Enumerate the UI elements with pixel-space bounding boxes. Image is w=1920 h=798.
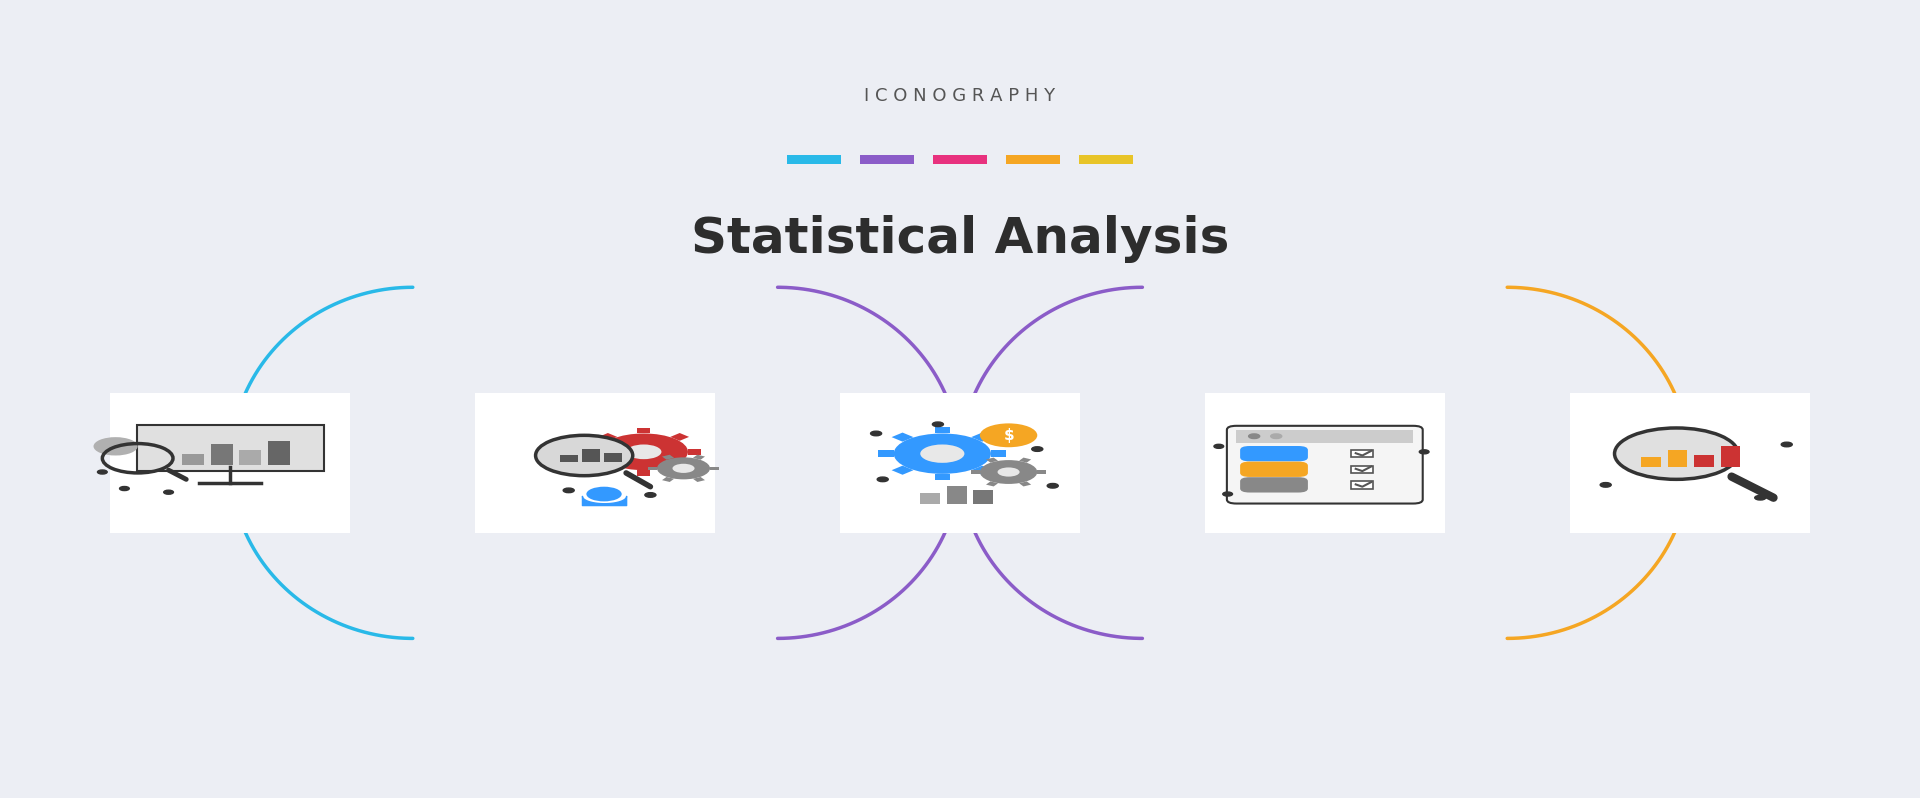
FancyBboxPatch shape [269, 440, 290, 464]
Circle shape [599, 433, 687, 470]
Polygon shape [599, 463, 616, 471]
Polygon shape [637, 470, 651, 476]
Polygon shape [935, 427, 950, 433]
FancyBboxPatch shape [1079, 155, 1133, 164]
FancyBboxPatch shape [933, 155, 987, 164]
Circle shape [979, 460, 1037, 484]
Text: Statistical Analysis: Statistical Analysis [691, 215, 1229, 263]
Circle shape [1755, 496, 1766, 500]
Circle shape [536, 436, 634, 476]
Text: I C O N O G R A P H Y: I C O N O G R A P H Y [864, 87, 1056, 105]
FancyBboxPatch shape [182, 454, 204, 464]
Polygon shape [693, 477, 705, 482]
Polygon shape [972, 470, 979, 474]
Circle shape [626, 444, 660, 459]
Polygon shape [1020, 457, 1031, 463]
Polygon shape [987, 457, 998, 463]
Circle shape [94, 437, 138, 456]
Circle shape [657, 457, 710, 480]
Circle shape [1271, 434, 1283, 439]
Polygon shape [972, 433, 993, 441]
FancyBboxPatch shape [1236, 430, 1413, 443]
Polygon shape [662, 477, 674, 482]
Polygon shape [991, 450, 1006, 457]
Polygon shape [935, 474, 950, 480]
Circle shape [119, 487, 129, 491]
FancyBboxPatch shape [1667, 450, 1688, 467]
FancyBboxPatch shape [1206, 393, 1444, 533]
Polygon shape [670, 433, 689, 440]
FancyBboxPatch shape [211, 444, 232, 464]
FancyBboxPatch shape [1240, 446, 1308, 461]
Text: $: $ [1004, 428, 1014, 443]
Polygon shape [877, 450, 893, 457]
Circle shape [1782, 442, 1791, 447]
Circle shape [1248, 434, 1260, 439]
Polygon shape [670, 463, 689, 471]
Polygon shape [662, 455, 674, 460]
Circle shape [1419, 450, 1428, 454]
Circle shape [1223, 492, 1233, 496]
FancyBboxPatch shape [476, 393, 714, 533]
Polygon shape [891, 433, 914, 441]
Circle shape [920, 444, 964, 463]
Polygon shape [1020, 481, 1031, 487]
Circle shape [933, 422, 943, 427]
Circle shape [893, 433, 991, 474]
Circle shape [563, 488, 574, 492]
Circle shape [1046, 484, 1058, 488]
Circle shape [645, 492, 657, 497]
Polygon shape [693, 455, 705, 460]
Circle shape [1292, 434, 1304, 439]
FancyBboxPatch shape [136, 425, 324, 472]
Circle shape [1615, 428, 1738, 480]
FancyBboxPatch shape [605, 452, 622, 462]
FancyBboxPatch shape [787, 155, 841, 164]
FancyBboxPatch shape [860, 155, 914, 164]
Circle shape [98, 470, 108, 474]
FancyBboxPatch shape [1240, 461, 1308, 477]
Circle shape [672, 464, 695, 473]
FancyBboxPatch shape [1720, 446, 1740, 467]
Circle shape [586, 487, 622, 501]
Polygon shape [972, 466, 993, 475]
Polygon shape [599, 433, 616, 440]
Polygon shape [891, 466, 914, 475]
Polygon shape [710, 467, 718, 470]
Circle shape [1599, 483, 1611, 487]
Circle shape [998, 468, 1020, 476]
FancyBboxPatch shape [1006, 155, 1060, 164]
FancyBboxPatch shape [1642, 457, 1661, 467]
FancyBboxPatch shape [1352, 481, 1373, 488]
FancyBboxPatch shape [973, 490, 993, 504]
Circle shape [877, 477, 889, 482]
FancyBboxPatch shape [240, 450, 261, 464]
FancyBboxPatch shape [1352, 450, 1373, 457]
FancyBboxPatch shape [1569, 393, 1809, 533]
Polygon shape [586, 449, 599, 455]
Circle shape [1213, 444, 1223, 448]
Circle shape [1031, 447, 1043, 452]
FancyBboxPatch shape [1352, 465, 1373, 473]
FancyBboxPatch shape [841, 393, 1079, 533]
Circle shape [979, 424, 1037, 447]
Polygon shape [987, 481, 998, 487]
FancyBboxPatch shape [561, 455, 578, 462]
Polygon shape [649, 467, 657, 470]
FancyBboxPatch shape [109, 393, 349, 533]
FancyBboxPatch shape [920, 493, 941, 504]
FancyBboxPatch shape [947, 486, 966, 504]
FancyBboxPatch shape [582, 449, 599, 462]
FancyBboxPatch shape [1227, 426, 1423, 504]
Circle shape [870, 431, 881, 436]
FancyBboxPatch shape [1693, 455, 1715, 467]
Polygon shape [637, 428, 651, 433]
Circle shape [163, 490, 173, 494]
Polygon shape [1037, 470, 1046, 474]
FancyBboxPatch shape [1240, 477, 1308, 492]
Polygon shape [687, 449, 701, 455]
